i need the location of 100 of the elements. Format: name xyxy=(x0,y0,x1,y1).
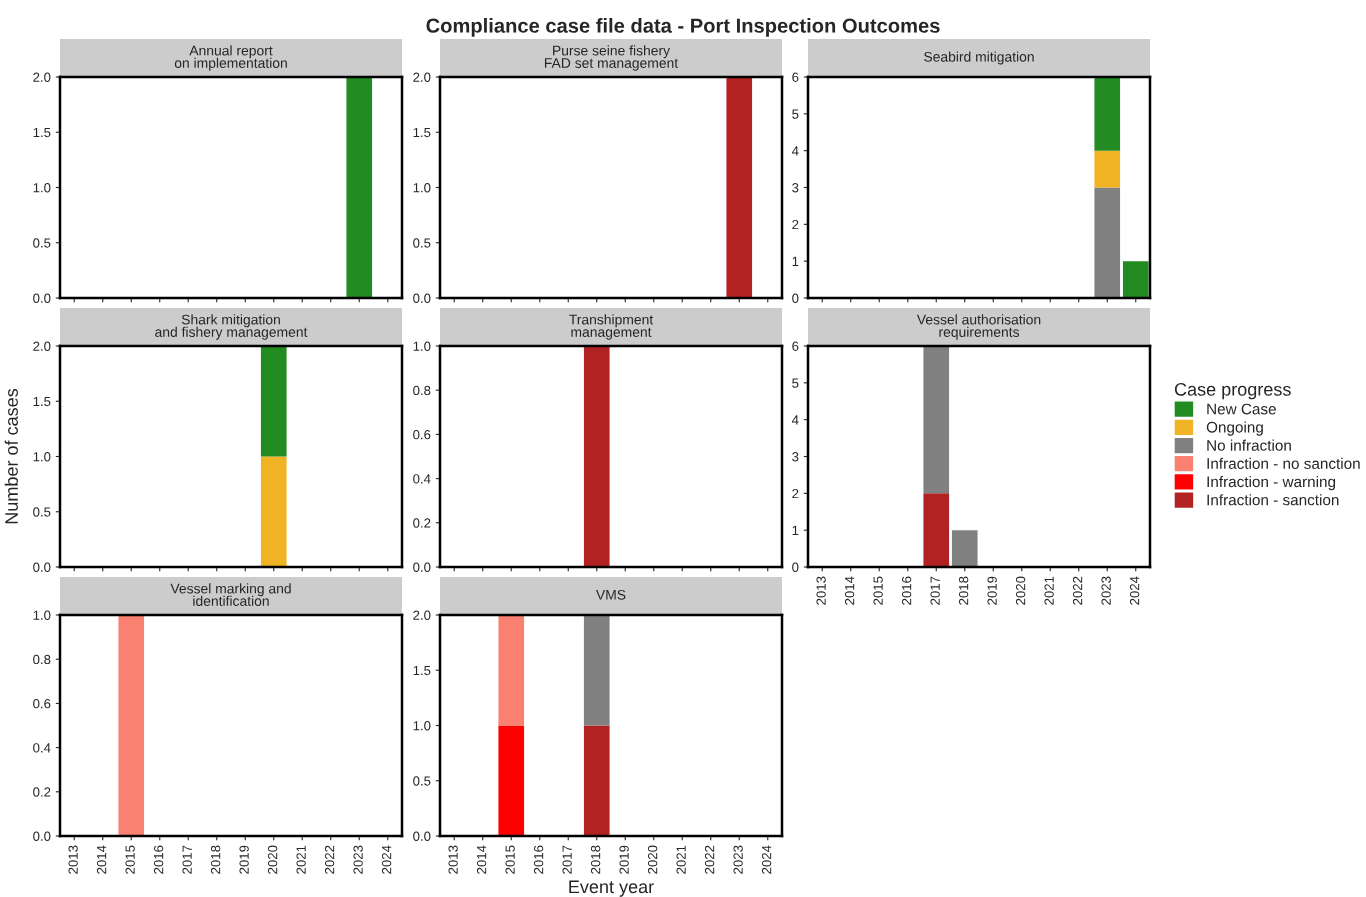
y-tick-label: 0 xyxy=(792,562,799,572)
y-tick-label: 0 xyxy=(792,293,799,303)
y-tick-label: 2.0 xyxy=(33,341,51,351)
y-tick-label: 0.0 xyxy=(413,562,431,572)
y-tick-label: 0.5 xyxy=(413,776,431,786)
y-tick-label: 1.0 xyxy=(33,452,51,462)
bar xyxy=(923,493,950,567)
y-tick-label: 3 xyxy=(792,452,799,462)
y-tick-label: 1.0 xyxy=(413,721,431,731)
chart-subtitle: VMS xyxy=(596,589,626,600)
y-tick-label: 1.0 xyxy=(413,183,431,193)
y-tick-label: 6 xyxy=(792,341,799,351)
y-tick-label: 3 xyxy=(792,183,799,193)
y-tick-label: 2 xyxy=(792,488,799,499)
legend-label: No infraction xyxy=(1207,439,1291,451)
x-tick-label: 2023 xyxy=(1101,576,1111,605)
x-tick-label: 2017 xyxy=(930,576,940,605)
x-tick-label: 2018 xyxy=(958,576,969,605)
x-tick-label: 2023 xyxy=(353,845,363,874)
x-tick-label: 2018 xyxy=(590,845,601,874)
y-tick-label: 1.5 xyxy=(413,127,431,138)
y-tick-label: 0.0 xyxy=(33,293,51,303)
y-tick-label: 1 xyxy=(792,525,799,535)
x-tick-label: 2014 xyxy=(844,576,855,605)
x-tick-label: 2021 xyxy=(296,845,306,874)
y-tick-label: 2.0 xyxy=(33,72,51,82)
x-tick-label: 2021 xyxy=(1044,576,1054,605)
x-tick-label: 2022 xyxy=(704,845,715,874)
y-tick-label: 1.5 xyxy=(33,396,51,407)
legend-label: Ongoing xyxy=(1206,421,1263,436)
x-tick-label: 2013 xyxy=(816,576,826,605)
y-tick-label: 1.5 xyxy=(33,127,51,138)
bar xyxy=(1122,261,1149,298)
legend-label: New Case xyxy=(1207,403,1276,415)
y-tick-label: 0.0 xyxy=(33,562,51,572)
y-axis-title: Number of cases xyxy=(4,388,18,524)
y-tick-label: 1 xyxy=(792,256,799,266)
y-tick-label: 1.0 xyxy=(33,183,51,193)
y-tick-label: 0.5 xyxy=(33,238,51,248)
x-tick-label: 2016 xyxy=(153,845,164,874)
x-tick-label: 2022 xyxy=(1072,576,1083,605)
legend-label: Infraction - sanction xyxy=(1207,494,1339,506)
y-tick-label: 0.8 xyxy=(413,385,431,396)
bar xyxy=(1094,77,1121,151)
y-tick-label: 0.6 xyxy=(413,429,431,440)
y-tick-label: 4 xyxy=(791,146,799,156)
y-tick-label: 1.0 xyxy=(413,341,431,351)
legend-title: Case progress xyxy=(1174,382,1291,400)
y-tick-label: 0.0 xyxy=(33,831,51,841)
x-tick-label: 2014 xyxy=(96,845,107,874)
x-tick-label: 2020 xyxy=(647,845,658,874)
x-tick-label: 2022 xyxy=(324,845,335,874)
y-tick-label: 2 xyxy=(792,219,799,230)
bar xyxy=(951,530,978,567)
x-tick-label: 2014 xyxy=(476,845,487,874)
x-tick-label: 2019 xyxy=(239,845,249,874)
y-tick-label: 5 xyxy=(792,109,799,119)
x-tick-label: 2024 xyxy=(381,845,392,874)
chart-subtitle: Seabird mitigation xyxy=(924,51,1034,65)
y-tick-label: 0.2 xyxy=(33,787,51,797)
x-tick-label: 2020 xyxy=(267,845,278,874)
bar xyxy=(1094,187,1121,298)
x-tick-label: 2017 xyxy=(562,845,572,874)
y-tick-label: 6 xyxy=(792,72,799,82)
x-tick-label: 2018 xyxy=(210,845,221,874)
y-tick-label: 1.5 xyxy=(413,665,431,676)
chart-title: Compliance case file data - Port Inspection Outcomes xyxy=(426,18,940,37)
y-tick-label: 0.4 xyxy=(33,743,51,753)
legend-label: Infraction - warning xyxy=(1207,475,1336,491)
x-tick-label: 2013 xyxy=(68,845,78,874)
x-tick-label: 2020 xyxy=(1015,576,1026,605)
y-tick-label: 0.8 xyxy=(33,654,51,665)
chart-subtitle: Annual report on implementation xyxy=(174,45,287,71)
y-tick-label: 0.4 xyxy=(413,474,431,484)
y-tick-label: 5 xyxy=(792,378,799,388)
chart-subtitle: Vessel marking and identification xyxy=(170,583,291,606)
x-tick-label: 2015 xyxy=(125,845,135,874)
x-tick-label: 2013 xyxy=(448,845,458,874)
x-tick-label: 2015 xyxy=(505,845,515,874)
chart-subtitle: Transhipment management xyxy=(569,314,654,340)
x-tick-label: 2024 xyxy=(761,845,772,874)
x-tick-label: 2023 xyxy=(733,845,743,874)
y-tick-label: 2.0 xyxy=(413,610,431,620)
x-tick-label: 2016 xyxy=(901,576,912,605)
y-tick-label: 1.0 xyxy=(33,610,51,620)
chart-subtitle: Shark mitigation and fishery management xyxy=(155,314,308,340)
bar xyxy=(923,346,950,494)
y-tick-label: 4 xyxy=(791,415,799,425)
y-tick-label: 0.2 xyxy=(413,518,431,528)
x-tick-label: 2017 xyxy=(182,845,192,874)
y-tick-label: 0.0 xyxy=(413,293,431,303)
x-tick-label: 2019 xyxy=(619,845,629,874)
chart-subtitle: Purse seine fishery FAD set management xyxy=(544,45,679,71)
x-tick-label: 2019 xyxy=(987,576,997,605)
y-tick-label: 2.0 xyxy=(413,72,431,82)
x-tick-label: 2015 xyxy=(873,576,883,605)
chart-subtitle: Vessel authorisation requirements xyxy=(916,314,1041,340)
y-tick-label: 0.5 xyxy=(33,507,51,517)
x-tick-label: 2021 xyxy=(676,845,686,874)
x-tick-label: 2016 xyxy=(533,845,544,874)
